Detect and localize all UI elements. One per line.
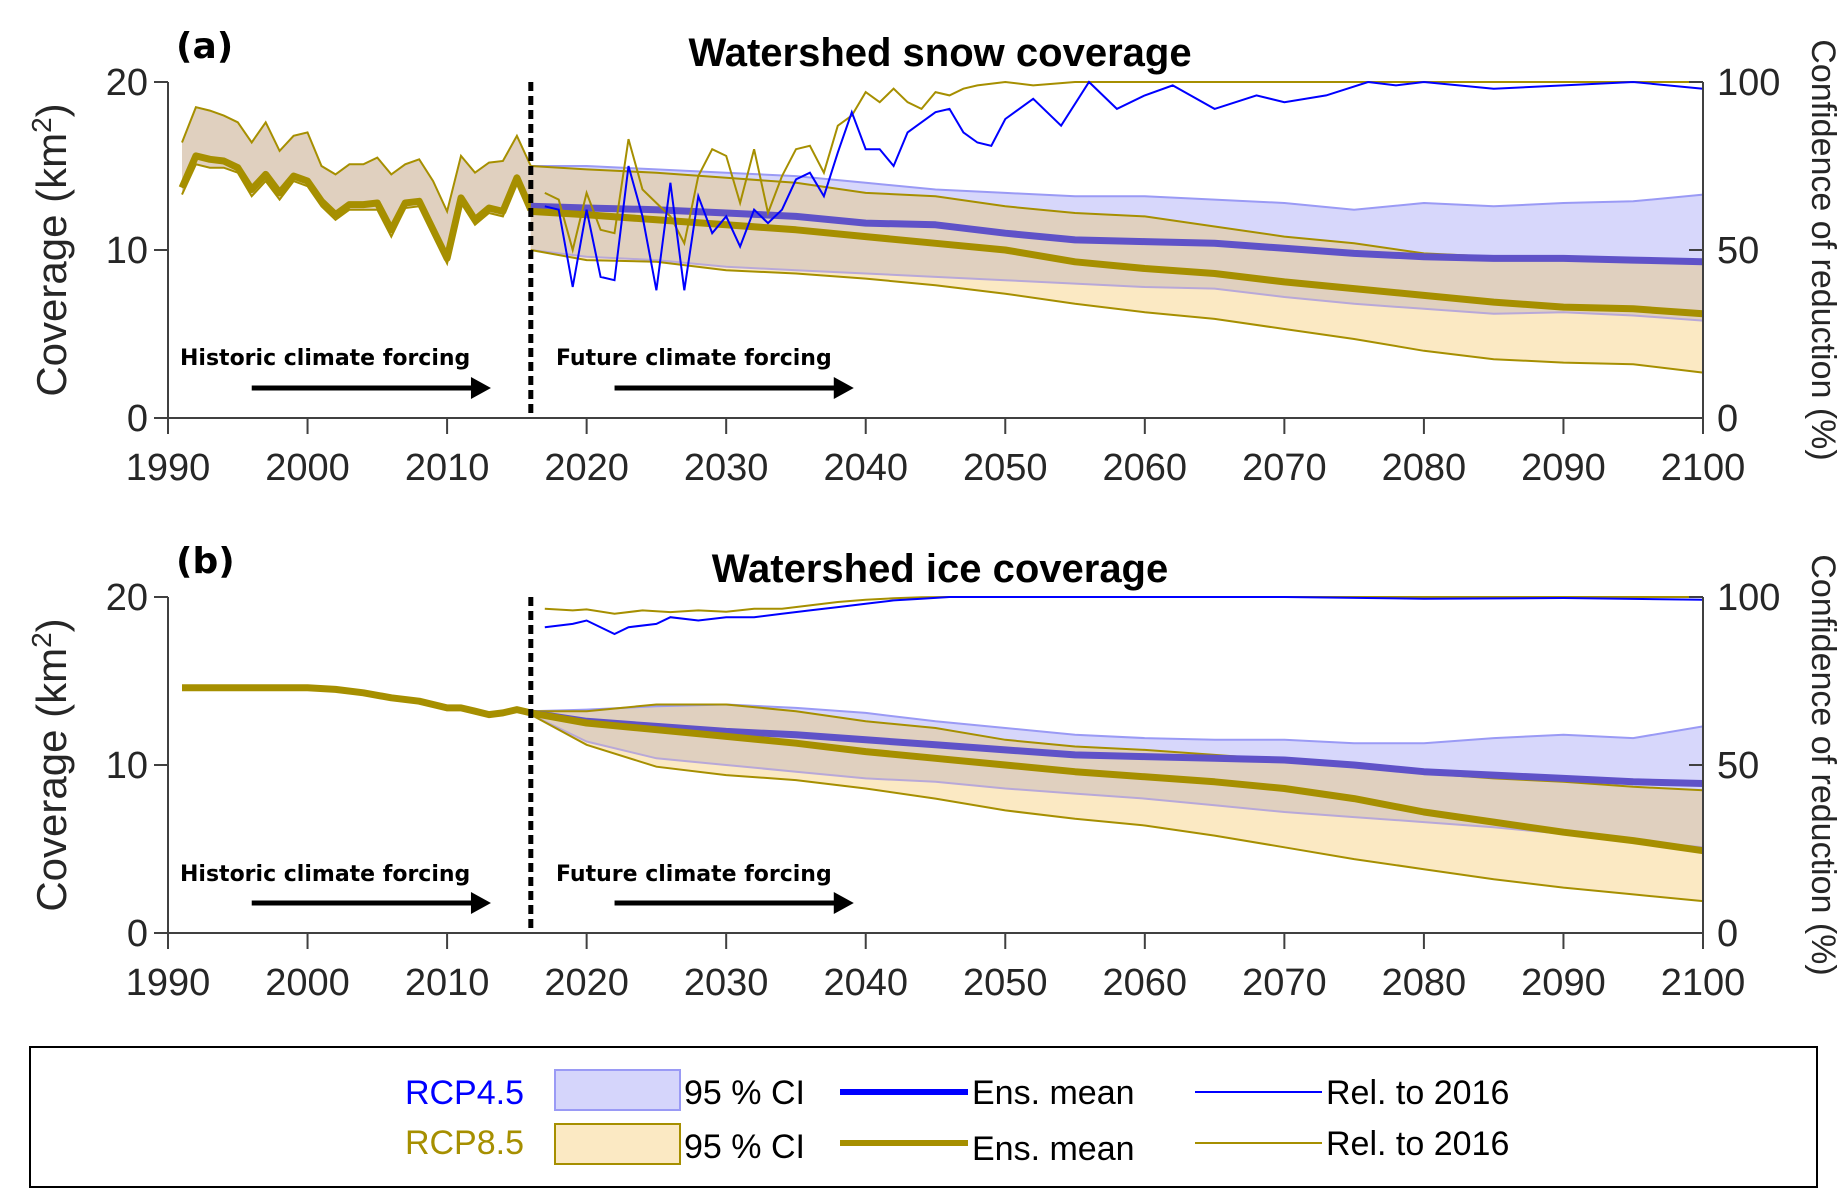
panel-a-ytick-right-label: 50 bbox=[1717, 230, 1759, 272]
panel-b-tag: (b) bbox=[176, 541, 235, 582]
panel-b-historic-mean-line bbox=[182, 684, 532, 719]
panel-b-xtick-label: 2020 bbox=[544, 962, 629, 1004]
panel-b-ylabel-sup: 2 bbox=[26, 632, 57, 648]
panel-b-plot: 1990 2000 2010 2020 2030 2040 2050 2060 2070 2080… bbox=[106, 577, 1781, 1004]
legend-rcp45-label: RCP4.5 bbox=[405, 1074, 524, 1112]
panel-a-tag: (a) bbox=[176, 26, 233, 67]
panel-b-xtick-label: 2050 bbox=[963, 962, 1048, 1004]
panel-b-ytick-right-label: 50 bbox=[1717, 745, 1759, 787]
legend-rcp45-ci-label: 95 % CI bbox=[684, 1074, 805, 1112]
panel-a-rcp85-ci-low-line bbox=[530, 249, 1704, 374]
panel-a-plot: 1990 2000 2010 2020 2030 2040 2050 2060 2070 2080… bbox=[106, 62, 1781, 489]
panel-a-xtick-label: 2040 bbox=[823, 447, 908, 489]
panel-b-historic-arrowhead bbox=[470, 892, 491, 914]
legend-rcp85-label: RCP8.5 bbox=[405, 1124, 524, 1162]
panel-a-ylabel-close: ) bbox=[28, 103, 75, 117]
panel-b-ylabel-text: Coverage (km bbox=[28, 648, 75, 912]
panel-b-rcp45-mean-line bbox=[530, 709, 1704, 787]
panel-b-xtick-label: 2080 bbox=[1382, 962, 1467, 1004]
legend-rcp85-ci-swatch bbox=[554, 1123, 681, 1165]
panel-b-ylabel-right: Confidence of reduction (%) bbox=[1804, 554, 1837, 975]
panel-b-rcp85-mean-line bbox=[530, 709, 1704, 855]
panel-a-xtick-label: 2070 bbox=[1242, 447, 1327, 489]
panel-a-historic-mean-line bbox=[178, 152, 535, 262]
panel-b-future-annotation: Future climate forcing bbox=[556, 862, 832, 887]
legend-rcp45-ci-swatch bbox=[554, 1069, 681, 1111]
panel-a-ytick-label: 20 bbox=[106, 62, 148, 104]
panel-a-ylabel: Coverage (km2) bbox=[26, 103, 76, 396]
legend-box bbox=[29, 1046, 1818, 1188]
panel-a-xtick-label: 2030 bbox=[684, 447, 769, 489]
panel-a-xtick-label: 2020 bbox=[544, 447, 629, 489]
legend-rcp85-rel-label: Rel. to 2016 bbox=[1326, 1125, 1509, 1163]
panel-b-rcp45-ci-low-line bbox=[530, 713, 1704, 849]
panel-a-snow: (a) Watershed snow coverage 1990 2000 2010… bbox=[26, 26, 1837, 489]
panel-b-xtick-label: 2100 bbox=[1661, 962, 1746, 1004]
panel-b-ytick-label: 0 bbox=[127, 913, 148, 955]
legend-rcp45-rel-label: Rel. to 2016 bbox=[1326, 1074, 1509, 1112]
panel-a-rcp45-mean-line bbox=[530, 202, 1704, 266]
panel-a-historic-ci-band bbox=[182, 107, 531, 264]
panel-a-ylabel-right: Confidence of reduction (%) bbox=[1804, 39, 1837, 460]
panel-a-future-annotation: Future climate forcing bbox=[556, 346, 832, 371]
panel-b-xtick-label: 2070 bbox=[1242, 962, 1327, 1004]
panel-a-historic-arrowhead bbox=[470, 377, 491, 399]
panel-b-ytick-label: 20 bbox=[106, 577, 148, 619]
panel-a-xtick-label: 2000 bbox=[265, 447, 350, 489]
panel-b-ylabel: Coverage (km2) bbox=[26, 618, 76, 911]
panel-a-ylabel-text: Coverage (km bbox=[28, 133, 75, 397]
panel-a-xtick-label: 1990 bbox=[126, 447, 211, 489]
panel-b-rcp85-ci-low-line bbox=[530, 713, 1704, 903]
panel-b-future-arrowhead bbox=[833, 892, 854, 914]
legend-rcp85-ci-label: 95 % CI bbox=[684, 1128, 805, 1166]
panel-b-ytick-right-label: 0 bbox=[1717, 913, 1738, 955]
panel-a-rcp45-ci-low-line bbox=[530, 249, 1704, 322]
panel-a-ytick-label: 10 bbox=[106, 230, 148, 272]
panel-a-rcp45-rel-line bbox=[544, 80, 1704, 291]
panel-a-rcp45-ci-high-line bbox=[530, 165, 1704, 211]
panel-a-future-arrowhead bbox=[833, 377, 854, 399]
panel-a-ytick-right-label: 0 bbox=[1717, 398, 1738, 440]
panel-a-ytick-right-label: 100 bbox=[1717, 62, 1780, 104]
legend-rcp45-mean-label: Ens. mean bbox=[972, 1074, 1135, 1112]
panel-a-xtick-label: 2080 bbox=[1382, 447, 1467, 489]
panel-b-xtick-label: 2060 bbox=[1103, 962, 1188, 1004]
panel-a-historic-annotation: Historic climate forcing bbox=[180, 346, 470, 371]
panel-a-title: Watershed snow coverage bbox=[688, 31, 1191, 75]
panel-b-rcp85-rel-line bbox=[544, 596, 1703, 615]
panel-a-xtick-label: 2050 bbox=[963, 447, 1048, 489]
panel-b-ytick-right-label: 100 bbox=[1717, 577, 1780, 619]
panel-a-ytick-label: 0 bbox=[127, 398, 148, 440]
panel-a-rcp85-rel-line bbox=[544, 80, 1703, 254]
panel-b-rcp45-rel-line bbox=[544, 596, 1704, 636]
panel-a-ylabel-sup: 2 bbox=[26, 117, 57, 133]
panel-a-xtick-label: 2060 bbox=[1103, 447, 1188, 489]
panel-b-xtick-label: 2000 bbox=[265, 962, 350, 1004]
legend: RCP4.5 95 % CI Ens. mean Rel. to 2016 RC… bbox=[29, 1046, 1818, 1188]
panel-b-historic-annotation: Historic climate forcing bbox=[180, 862, 470, 887]
panel-b-xtick-label: 2040 bbox=[823, 962, 908, 1004]
panel-b-ytick-label: 10 bbox=[106, 745, 148, 787]
panel-b-xtick-label: 2030 bbox=[684, 962, 769, 1004]
panel-b-xtick-label: 2090 bbox=[1521, 962, 1606, 1004]
panel-b-xtick-label: 2010 bbox=[405, 962, 490, 1004]
panel-b-ice: (b) Watershed ice coverage 1990 2000 2010 2… bbox=[26, 541, 1837, 1004]
panel-a-xtick-label: 2100 bbox=[1661, 447, 1746, 489]
panel-b-xtick-label: 1990 bbox=[126, 962, 211, 1004]
panel-a-historic-ci-high-line bbox=[181, 106, 532, 215]
panel-a-rcp85-mean-line bbox=[530, 207, 1704, 318]
panel-a-xtick-label: 2090 bbox=[1521, 447, 1606, 489]
panel-b-ylabel-close: ) bbox=[28, 618, 75, 632]
panel-a-xtick-label: 2010 bbox=[405, 447, 490, 489]
legend-rcp85-mean-label: Ens. mean bbox=[972, 1130, 1135, 1168]
panel-b-title: Watershed ice coverage bbox=[712, 547, 1169, 591]
